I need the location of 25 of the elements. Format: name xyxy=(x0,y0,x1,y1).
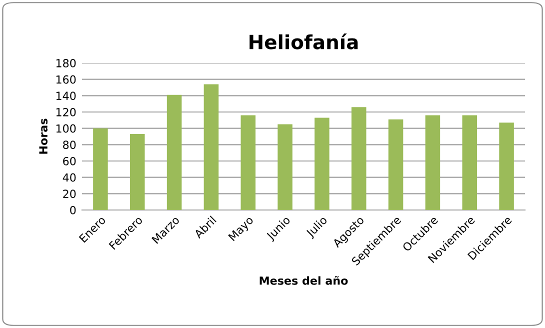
chart-title: Heliofanía xyxy=(250,34,358,50)
bar xyxy=(166,94,182,210)
bar xyxy=(388,119,404,210)
bar xyxy=(351,107,366,210)
y-tick-label: 80 xyxy=(63,140,76,150)
y-tick-label: 0 xyxy=(70,206,76,214)
bar xyxy=(499,122,514,210)
y-tick-label: 140 xyxy=(56,92,76,100)
bar xyxy=(278,124,292,210)
bar xyxy=(425,115,440,210)
y-tick-label: 40 xyxy=(62,173,76,182)
y-tick-label: 120 xyxy=(56,108,76,116)
y-tick-label: 160 xyxy=(56,75,76,84)
bar xyxy=(314,118,330,210)
x-axis-title: Meses del año xyxy=(260,276,348,285)
bar xyxy=(240,115,256,210)
bar xyxy=(462,115,478,210)
bar xyxy=(204,84,219,210)
y-axis-title: Horas xyxy=(39,118,48,154)
y-tick-label: 20 xyxy=(63,190,76,198)
bar xyxy=(130,134,145,210)
y-tick-label: 100 xyxy=(56,124,76,133)
y-tick-label: 60 xyxy=(63,156,76,166)
bar xyxy=(93,128,108,210)
y-tick-label: 180 xyxy=(56,58,76,68)
